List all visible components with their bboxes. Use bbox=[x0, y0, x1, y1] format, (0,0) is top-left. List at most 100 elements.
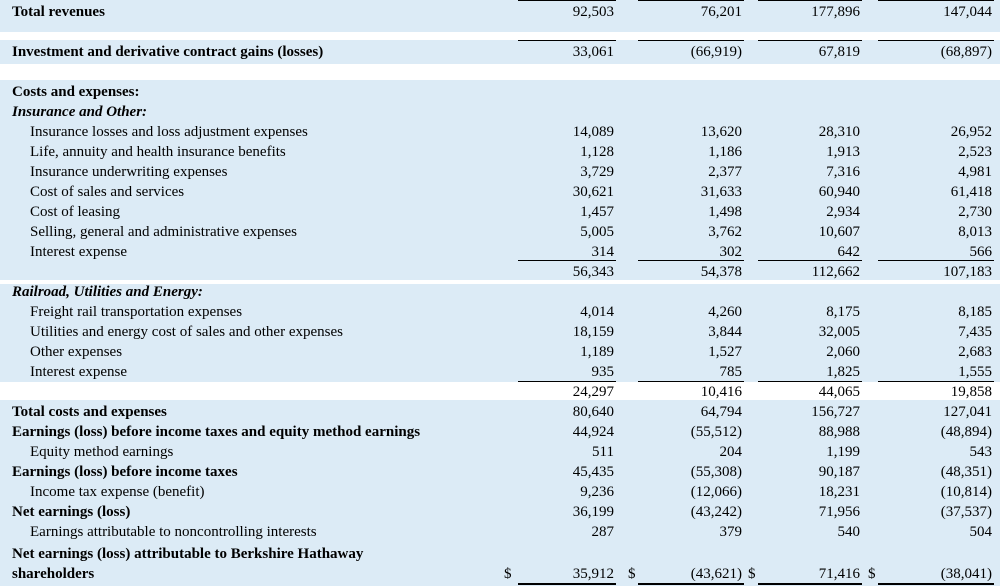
cell-value: 31,633 bbox=[700, 184, 742, 200]
cell-value: 28,310 bbox=[818, 124, 860, 140]
cell-value: 76,201 bbox=[700, 4, 742, 20]
rule-line bbox=[638, 40, 744, 41]
cell-value: 4,014 bbox=[580, 304, 614, 320]
cell-value: (48,894) bbox=[940, 424, 992, 440]
cell-value: 1,128 bbox=[580, 144, 614, 160]
cell-value: 45,435 bbox=[572, 464, 614, 480]
row-label: shareholders bbox=[12, 566, 95, 582]
cell-value: 504 bbox=[969, 524, 993, 540]
rule-line bbox=[518, 381, 616, 382]
cell-value: 127,041 bbox=[943, 404, 992, 420]
cell-value: 3,729 bbox=[580, 164, 614, 180]
cell-value: (37,537) bbox=[940, 504, 992, 520]
cell-value: 92,503 bbox=[572, 4, 614, 20]
row-label: Total costs and expenses bbox=[12, 404, 167, 420]
cell-value: 935 bbox=[591, 364, 615, 380]
cell-value: 1,457 bbox=[580, 204, 614, 220]
cell-value: 56,343 bbox=[572, 264, 614, 280]
cell-value: 67,819 bbox=[818, 44, 860, 60]
row-label: Earnings (loss) before income taxes bbox=[12, 464, 238, 480]
cell-value: 1,555 bbox=[958, 364, 992, 380]
cell-value: 36,199 bbox=[572, 504, 614, 520]
row-label: Cost of sales and services bbox=[30, 184, 185, 200]
cell-value: 7,435 bbox=[958, 324, 992, 340]
cell-value: 8,185 bbox=[958, 304, 992, 320]
cell-value: 314 bbox=[591, 244, 615, 260]
cell-value: 44,924 bbox=[572, 424, 614, 440]
cell-value: 35,912 bbox=[572, 566, 614, 582]
cell-value: (68,897) bbox=[940, 44, 992, 60]
rule-line bbox=[758, 0, 862, 1]
cell-value: 2,523 bbox=[958, 144, 992, 160]
row-label: Interest expense bbox=[30, 244, 128, 260]
cell-value: 107,183 bbox=[943, 264, 992, 280]
cell-value: 10,416 bbox=[700, 384, 742, 400]
cell-value: 566 bbox=[969, 244, 993, 260]
row-label: Interest expense bbox=[30, 364, 128, 380]
cell-value: 90,187 bbox=[818, 464, 860, 480]
currency-symbol: $ bbox=[748, 566, 756, 582]
rule-line bbox=[518, 260, 616, 261]
row-label: Insurance losses and loss adjustment exp… bbox=[30, 124, 308, 140]
rule-line bbox=[638, 381, 744, 382]
cell-value: 71,416 bbox=[818, 566, 860, 582]
currency-symbol: $ bbox=[628, 566, 636, 582]
cell-value: 2,683 bbox=[958, 344, 992, 360]
cell-value: 32,005 bbox=[818, 324, 860, 340]
row-band-0 bbox=[0, 0, 1000, 32]
cell-value: 1,498 bbox=[708, 204, 742, 220]
row-label: Net earnings (loss) attributable to Berk… bbox=[12, 546, 364, 562]
cell-value: 5,005 bbox=[580, 224, 614, 240]
cell-value: 18,231 bbox=[818, 484, 860, 500]
cell-value: 4,260 bbox=[708, 304, 742, 320]
row-band-2 bbox=[0, 80, 1000, 280]
row-label: Net earnings (loss) bbox=[12, 504, 131, 520]
rule-line bbox=[518, 40, 616, 41]
row-band-3 bbox=[0, 284, 1000, 382]
cell-value: 33,061 bbox=[572, 44, 614, 60]
cell-value: 4,981 bbox=[958, 164, 992, 180]
currency-symbol: $ bbox=[868, 566, 876, 582]
cell-value: 24,297 bbox=[572, 384, 614, 400]
row-label: Costs and expenses: bbox=[12, 84, 140, 100]
rule-line bbox=[758, 583, 862, 585]
row-label: Other expenses bbox=[30, 344, 123, 360]
row-label: Earnings attributable to noncontrolling … bbox=[30, 524, 317, 540]
cell-value: 2,377 bbox=[708, 164, 742, 180]
cell-value: 10,607 bbox=[818, 224, 860, 240]
cell-value: (43,621) bbox=[690, 566, 742, 582]
cell-value: 8,175 bbox=[826, 304, 860, 320]
row-label: Equity method earnings bbox=[30, 444, 174, 460]
cell-value: 302 bbox=[719, 244, 743, 260]
cell-value: 44,065 bbox=[818, 384, 860, 400]
cell-value: 379 bbox=[719, 524, 743, 540]
cell-value: 177,896 bbox=[811, 4, 860, 20]
row-label: Railroad, Utilities and Energy: bbox=[12, 284, 203, 300]
cell-value: 1,913 bbox=[826, 144, 860, 160]
cell-value: 2,060 bbox=[826, 344, 860, 360]
cell-value: 30,621 bbox=[572, 184, 614, 200]
rule-line bbox=[878, 40, 994, 41]
cell-value: 2,730 bbox=[958, 204, 992, 220]
cell-value: 287 bbox=[591, 524, 615, 540]
cell-value: 785 bbox=[719, 364, 743, 380]
rule-line bbox=[758, 381, 862, 382]
rule-line bbox=[758, 260, 862, 261]
rule-line bbox=[518, 0, 616, 1]
cell-value: 1,825 bbox=[826, 364, 860, 380]
rule-line bbox=[878, 583, 994, 585]
row-label: Life, annuity and health insurance benef… bbox=[30, 144, 286, 160]
cell-value: 71,956 bbox=[818, 504, 860, 520]
cell-value: 1,199 bbox=[826, 444, 860, 460]
cell-value: 1,189 bbox=[580, 344, 614, 360]
row-label: Income tax expense (benefit) bbox=[30, 484, 205, 500]
cell-value: (12,066) bbox=[690, 484, 742, 500]
cell-value: 204 bbox=[719, 444, 743, 460]
cell-value: 3,762 bbox=[708, 224, 742, 240]
cell-value: 1,186 bbox=[708, 144, 742, 160]
cell-value: 26,952 bbox=[950, 124, 992, 140]
cell-value: 112,662 bbox=[811, 264, 860, 280]
row-label: Insurance and Other: bbox=[12, 104, 148, 120]
cell-value: 540 bbox=[837, 524, 861, 540]
row-label: Selling, general and administrative expe… bbox=[30, 224, 298, 240]
